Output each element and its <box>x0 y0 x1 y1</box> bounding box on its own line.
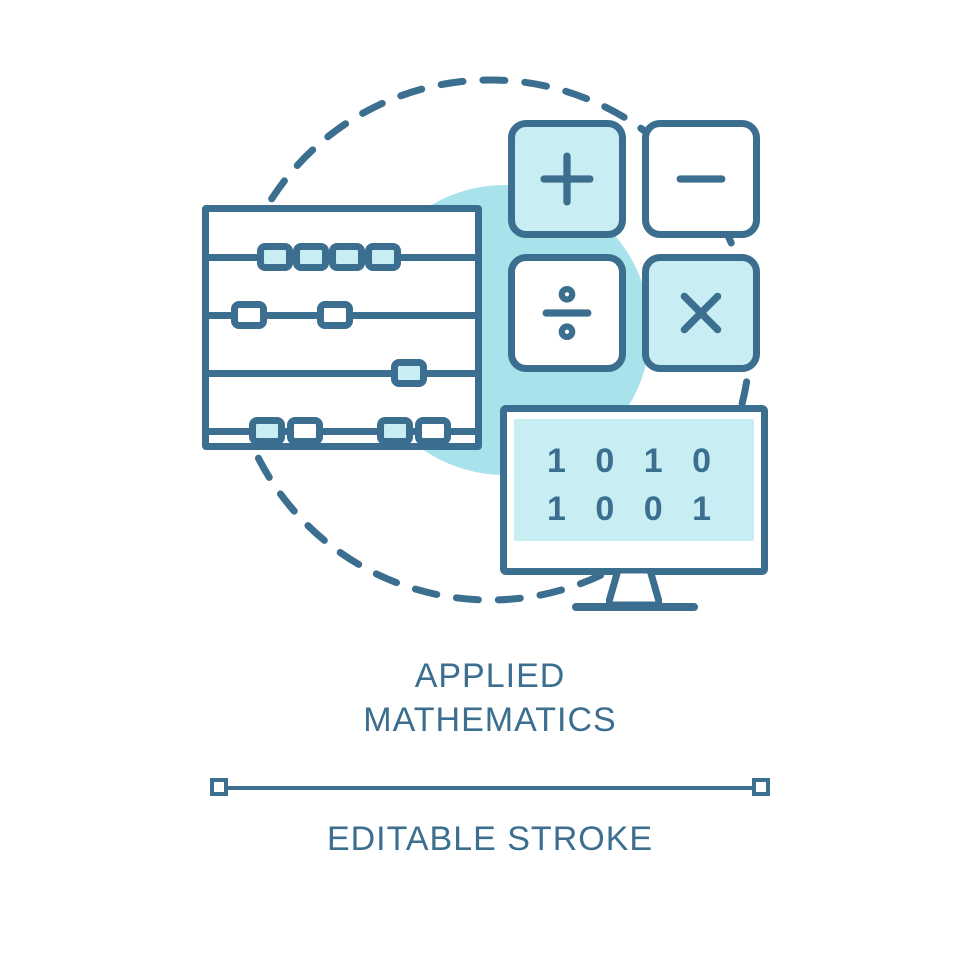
title-line-1: APPLIED <box>415 657 566 695</box>
binary-text: 1 0 1 0 1 0 0 1 <box>514 419 754 533</box>
minus-tile <box>642 120 760 238</box>
plus-tile <box>508 120 626 238</box>
subtitle: EDITABLE STROKE <box>327 820 653 859</box>
title: APPLIED MATHEMATICS <box>363 654 616 742</box>
divider <box>210 778 770 798</box>
computer-icon: 1 0 1 0 1 0 0 1 <box>500 405 768 629</box>
binary-row-2: 1 0 0 1 <box>547 490 721 528</box>
subtitle-text: EDITABLE STROKE <box>327 820 653 858</box>
divide-tile <box>508 254 626 372</box>
divider-handle-right <box>752 778 770 796</box>
divider-handle-left <box>210 778 228 796</box>
abacus-icon <box>202 205 482 450</box>
binary-row-1: 1 0 1 0 <box>547 442 721 480</box>
multiply-tile <box>642 254 760 372</box>
divider-line <box>220 786 760 790</box>
computer-base <box>572 603 698 611</box>
concept-illustration: 1 0 1 0 1 0 0 1 <box>210 60 770 620</box>
title-line-2: MATHEMATICS <box>363 701 616 739</box>
